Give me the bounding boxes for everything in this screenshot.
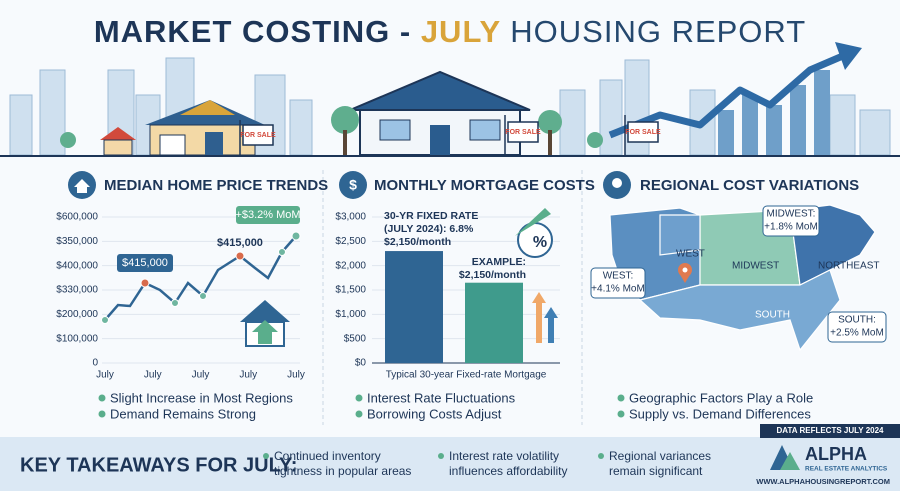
takeaway-text: Interest rate volatility (449, 449, 559, 463)
y-tick-label: $2,000 (335, 260, 366, 271)
callout: $415,000 (122, 257, 168, 269)
house-icon (240, 300, 290, 347)
callout: $415,000 (217, 237, 263, 249)
callout-text: MIDWEST: (767, 209, 816, 220)
bullet-text: Geographic Factors Play a Role (629, 390, 813, 405)
x-label: July (96, 370, 114, 381)
callout: +$3.2% MoM (235, 209, 300, 221)
y-tick-label: $1,500 (335, 285, 366, 296)
bullet-text: Borrowing Costs Adjust (367, 406, 502, 421)
callout-text: +2.5% MoM (830, 328, 884, 339)
region-label: WEST (676, 249, 705, 260)
y-label: $200,000 (56, 309, 98, 320)
callout-text: SOUTH: (838, 315, 876, 326)
y-label: $400,000 (56, 260, 98, 271)
takeaway-text: Regional variances (609, 449, 711, 463)
region-label: NORTHEAST (818, 261, 880, 272)
percent-icon: % (515, 208, 553, 258)
takeaway-items: Continued inventory tightness in popular… (263, 449, 711, 478)
section-icon (74, 179, 90, 193)
svg-text:%: % (533, 234, 547, 251)
y-label: $350,000 (56, 236, 98, 247)
callout-text: WEST: (603, 271, 634, 282)
tagline: REAL ESTATE ANALYTICS (805, 466, 888, 473)
rise-arrows (532, 292, 558, 343)
takeaway-band (0, 437, 900, 491)
bar-chart: $0 $500 $1,000 $1,500 $2,000 $2,500 $3,000 Typi… (335, 210, 560, 381)
badge-text: DATA REFLECTS JULY 2024 (777, 426, 885, 435)
y-tick-label: $2,500 (335, 236, 366, 247)
bullet-text: Slight Increase in Most Regions (110, 390, 293, 405)
y-tick-label: $1,000 (335, 309, 366, 320)
bullet-text: Demand Remains Strong (110, 406, 256, 421)
price-points (101, 231, 301, 324)
takeaway-text: influences affordability (449, 464, 568, 478)
bar (465, 282, 523, 363)
section-icon (339, 171, 367, 199)
y-tick-label: $3,000 (335, 212, 366, 223)
map-pin (678, 263, 692, 283)
x-axis-label: Typical 30-year Fixed-rate Mortgage (386, 370, 547, 381)
annotation: $2,150/month (459, 269, 526, 281)
price-line (104, 235, 297, 321)
annotation: (JULY 2024): 6.8% (384, 223, 474, 235)
annotation: $2,150/month (384, 236, 451, 248)
sign-text: FOR SALE (505, 129, 541, 136)
region-label: SOUTH (755, 310, 790, 321)
url: WWW.ALPHAHOUSINGREPORT.COM (756, 477, 890, 486)
illustration: FOR SALE FOR SALE FOR SALE (0, 42, 900, 157)
callout-box (117, 254, 173, 272)
section-icon (612, 178, 622, 188)
y-label: $100,000 (56, 333, 98, 344)
callout-box (236, 206, 300, 224)
title-lead: MARKET COSTING - (94, 14, 411, 49)
region-label: MIDWEST (732, 261, 779, 272)
callout: MIDWEST: +1.8% MoM WEST: +4.1% MoM SOUTH… (590, 205, 887, 343)
x-label: July (239, 370, 257, 381)
x-label: July (144, 370, 162, 381)
bullet-text: Interest Rate Fluctuations (367, 390, 516, 405)
brand: ALPHA (805, 444, 867, 464)
section-title: REGIONAL COST VARIATIONS (640, 177, 859, 194)
x-label: July (287, 370, 305, 381)
callout-text: +1.8% MoM (764, 222, 818, 233)
y-label: 0 (92, 358, 98, 369)
annotation: 30-YR FIXED RATE (384, 210, 478, 222)
title: MARKET COSTING - JULY HOUSING REPORT (94, 14, 806, 49)
y-tick-label: $0 (355, 358, 367, 369)
badge (760, 424, 900, 438)
takeaway-text: tightness in popular areas (274, 464, 411, 478)
y-tick-label: $500 (344, 333, 367, 344)
takeaway-title: KEY TAKEAWAYS FOR JULY: (20, 454, 297, 476)
bullets: Slight Increase in Most Regions Demand R… (98, 390, 813, 421)
callout-text: +4.1% MoM (591, 284, 645, 295)
x-label: July (192, 370, 210, 381)
y-label: $600,000 (56, 212, 98, 223)
y-label: $330,000 (56, 285, 98, 296)
section-title: MEDIAN HOME PRICE TRENDS (104, 177, 328, 194)
bullet-text: Supply vs. Demand Differences (629, 406, 811, 421)
title-highlight: JULY (421, 14, 501, 49)
bar (385, 251, 443, 363)
takeaway-text: remain significant (609, 464, 703, 478)
section-icon: $ (349, 177, 357, 193)
title-rest: HOUSING REPORT (510, 14, 806, 49)
annotation: EXAMPLE: (472, 256, 526, 268)
logo: ALPHA REAL ESTATE ANALYTICS WWW.ALPHAHOU… (756, 444, 890, 486)
sign-text: FOR SALE (625, 129, 661, 136)
sign-text: FOR SALE (240, 132, 276, 139)
section-title: MONTHLY MORTGAGE COSTS (374, 177, 595, 194)
takeaway-text: Continued inventory (274, 449, 381, 463)
